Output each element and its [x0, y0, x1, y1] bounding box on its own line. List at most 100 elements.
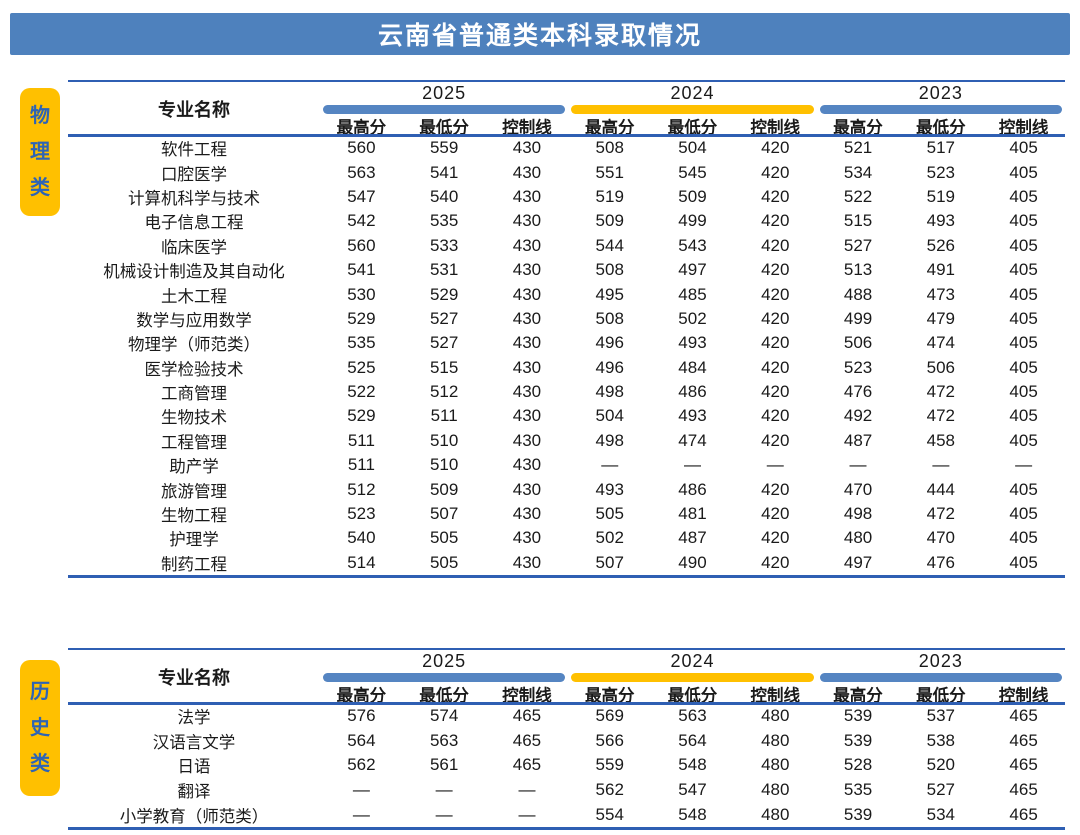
score-cell: 420	[761, 211, 790, 231]
score-cell: 430	[512, 382, 542, 402]
major-name-cell: 物理学（师范类）	[128, 336, 260, 355]
score-cell: 430	[512, 504, 542, 524]
score-cell: 405	[1009, 162, 1038, 182]
category-char: 类	[30, 753, 50, 775]
score-cell: 520	[926, 755, 956, 775]
score-cell: 507	[429, 504, 459, 524]
score-cell: 405	[1009, 284, 1038, 304]
score-cell: 420	[761, 235, 790, 255]
score-cell: 523	[843, 357, 873, 377]
score-cell: 554	[595, 804, 624, 824]
score-cell: 493	[595, 479, 624, 499]
score-cell: 564	[347, 730, 376, 750]
sub-column-header: 控制线	[502, 118, 552, 137]
major-name-cell: 制药工程	[161, 555, 227, 574]
header-separator-rule	[68, 702, 1065, 705]
score-cell: 420	[761, 162, 790, 182]
score-cell: 474	[678, 430, 707, 450]
score-cell: 525	[347, 357, 376, 377]
score-cell: 405	[1009, 357, 1038, 377]
score-cell: 465	[512, 730, 542, 750]
score-cell: 405	[1009, 430, 1038, 450]
score-cell: 569	[595, 706, 624, 726]
sub-column-header: 最高分	[584, 118, 635, 137]
score-cell: 499	[678, 211, 707, 231]
sub-column-header: 最高分	[833, 118, 883, 137]
score-cell: 430	[512, 235, 542, 255]
score-cell: —	[435, 780, 453, 800]
category-label: 物理类	[30, 98, 50, 206]
year-underline-bar	[817, 104, 1065, 115]
score-cell: 472	[926, 504, 956, 524]
sub-column-header: 最高分	[833, 686, 883, 705]
score-cell: 405	[1009, 211, 1038, 231]
score-cell: 508	[595, 138, 624, 158]
score-cell: 548	[678, 755, 707, 775]
score-cell: 517	[926, 138, 956, 158]
score-cell: 481	[678, 504, 707, 524]
score-cell: 405	[1009, 528, 1038, 548]
title-banner: 云南省普通类本科录取情况	[10, 13, 1070, 55]
major-name-cell: 生物技术	[161, 409, 227, 428]
score-cell: 405	[1009, 186, 1038, 206]
score-cell: 430	[512, 357, 542, 377]
sub-column-header: 最低分	[419, 118, 469, 137]
score-cell: 543	[678, 235, 707, 255]
score-cell: 480	[761, 780, 790, 800]
score-cell: 498	[595, 430, 624, 450]
table-bottom-rule	[68, 826, 1065, 830]
major-name-cell: 电子信息工程	[144, 214, 244, 233]
score-cell: 519	[595, 186, 624, 206]
score-cell: 465	[1009, 780, 1038, 800]
category-char: 类	[30, 177, 50, 199]
score-cell: 508	[595, 260, 624, 280]
category-char: 史	[30, 717, 50, 739]
year-header: 2025	[422, 650, 467, 671]
score-cell: 519	[926, 186, 956, 206]
score-cell: 465	[1009, 804, 1038, 824]
major-name-cell: 工商管理	[161, 385, 227, 404]
score-cell: 545	[678, 162, 707, 182]
score-cell: 511	[347, 455, 375, 475]
score-cell: 405	[1009, 235, 1038, 255]
score-cell: 547	[678, 780, 707, 800]
score-cell: 533	[429, 235, 459, 255]
score-cell: 420	[761, 430, 790, 450]
major-name-cell: 小学教育（师范类）	[119, 807, 269, 826]
score-cell: 499	[843, 308, 873, 328]
score-cell: 490	[678, 552, 707, 572]
score-cell: 540	[429, 186, 459, 206]
table-grid: 专业名称 2025 最高分 最低分 控制线 2024 最高分 最低分 控制线 2023 最高分 最低分…	[68, 82, 1065, 575]
major-column-header: 专业名称	[158, 668, 230, 688]
score-cell: 420	[761, 382, 790, 402]
category-char: 历	[30, 681, 50, 703]
score-cell: 559	[595, 755, 624, 775]
score-cell: 493	[678, 333, 707, 353]
score-cell: 504	[595, 406, 624, 426]
year-underline-bar-pill	[323, 105, 566, 114]
score-cell: 480	[761, 706, 790, 726]
score-cell: 420	[761, 333, 790, 353]
score-cell: 529	[347, 308, 376, 328]
score-cell: 486	[678, 382, 707, 402]
sub-column-header: 控制线	[750, 118, 801, 137]
score-cell: 480	[843, 528, 873, 548]
score-cell: 497	[678, 260, 707, 280]
score-cell: 522	[843, 186, 873, 206]
table-grid: 专业名称 2025 最高分 最低分 控制线 2024 最高分 最低分 控制线 2023 最高分 最低分…	[68, 650, 1065, 827]
sub-column-header: 控制线	[750, 686, 801, 705]
score-cell: 522	[347, 382, 376, 402]
major-column-header: 专业名称	[158, 100, 230, 120]
score-cell: 405	[1009, 406, 1038, 426]
year-underline-bar-pill	[571, 673, 814, 682]
score-cell: 537	[926, 706, 956, 726]
score-cell: 548	[678, 804, 707, 824]
score-cell: 512	[347, 479, 376, 499]
major-name-cell: 翻译	[177, 783, 211, 802]
score-cell: 502	[678, 308, 707, 328]
category-char: 理	[30, 141, 50, 163]
score-cell: 551	[595, 162, 624, 182]
year-underline-bar-pill	[819, 105, 1062, 114]
score-cell: 470	[843, 479, 873, 499]
score-cell: 430	[512, 333, 542, 353]
